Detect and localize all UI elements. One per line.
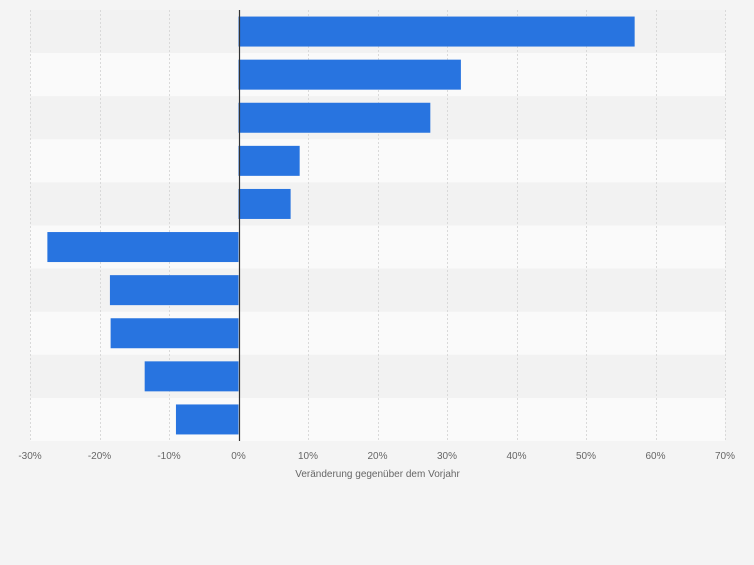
row-band [30, 397, 725, 441]
bar[interactable] [238, 16, 635, 47]
x-tick-labels: -30% -20% -10% 0% 10% 20% 30% 40% 50% 60% 70% [18, 451, 735, 462]
x-axis-label: Veränderung gegenüber dem Vorjahr [295, 469, 460, 480]
bar[interactable] [238, 188, 291, 219]
bar[interactable] [238, 59, 461, 90]
bar[interactable] [175, 404, 239, 435]
x-tick-label: 40% [506, 451, 526, 462]
row-band [30, 139, 725, 183]
row-band [30, 354, 725, 398]
bar[interactable] [238, 145, 300, 176]
row-band [30, 182, 725, 226]
x-tick-label: 60% [645, 451, 665, 462]
x-tick-label: 70% [715, 451, 735, 462]
x-tick-label: 20% [367, 451, 387, 462]
bar[interactable] [110, 318, 239, 349]
x-tick-label: -10% [157, 451, 180, 462]
bars [47, 16, 635, 435]
x-tick-label: 0% [231, 451, 246, 462]
bar[interactable] [109, 275, 239, 306]
x-tick-label: 30% [437, 451, 457, 462]
x-tick-label: -30% [18, 451, 41, 462]
x-tick-label: 10% [298, 451, 318, 462]
x-tick-label: 50% [576, 451, 596, 462]
bar[interactable] [238, 102, 431, 133]
x-tick-label: -20% [88, 451, 111, 462]
bar[interactable] [47, 232, 239, 263]
bar[interactable] [144, 361, 239, 392]
